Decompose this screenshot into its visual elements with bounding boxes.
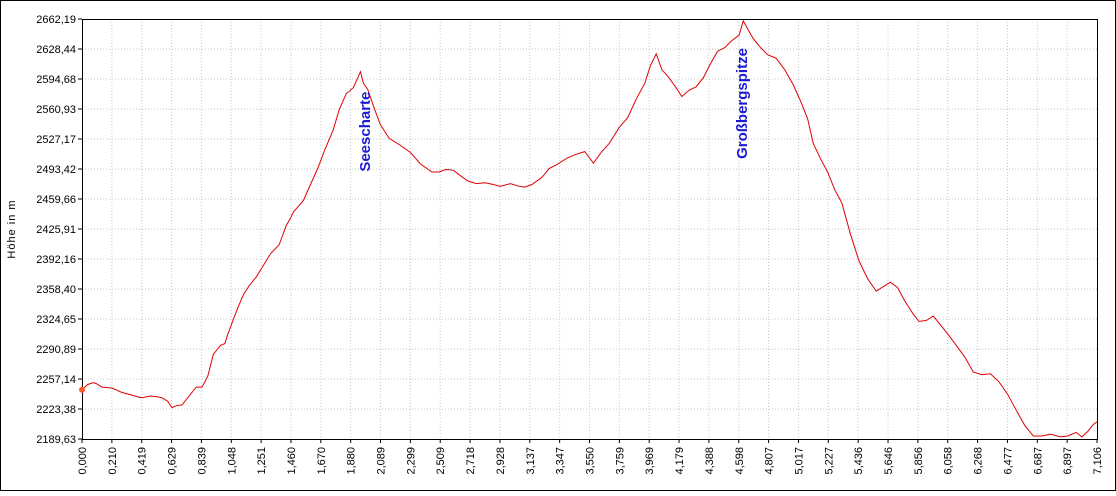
y-tick-label: 2493,42 (36, 164, 76, 176)
y-tick-label: 2628,44 (36, 44, 76, 56)
x-tick-label: 7,106 (1092, 447, 1104, 475)
y-tick-label: 2189,63 (36, 434, 76, 446)
x-tick-label: 0,000 (77, 447, 89, 475)
x-tick-label: 4,807 (764, 447, 776, 475)
x-tick-label: 2,299 (405, 447, 417, 475)
x-tick-label: 2,928 (495, 447, 507, 475)
y-tick-label: 2290,89 (36, 344, 76, 356)
x-tick-label: 4,388 (704, 447, 716, 475)
x-tick-label: 0,629 (167, 447, 179, 475)
y-axis-label: Höhe in m (6, 199, 18, 258)
x-tick-label: 6,058 (943, 447, 955, 475)
x-tick-label: 1,460 (286, 447, 298, 475)
x-tick-label: 0,419 (137, 447, 149, 475)
x-tick-label: 3,137 (525, 447, 537, 475)
y-tick-label: 2594,68 (36, 74, 76, 86)
x-tick-label: 2,089 (376, 447, 388, 475)
annotation-label: Großbergspitze (734, 48, 751, 159)
y-tick-label: 2392,16 (36, 254, 76, 266)
y-tick-label: 2358,40 (36, 284, 76, 296)
x-tick-label: 3,347 (555, 447, 567, 475)
y-tick-label: 2425,91 (36, 224, 76, 236)
y-tick-label: 2223,38 (36, 404, 76, 416)
x-tick-label: 5,856 (913, 447, 925, 475)
x-tick-label: 3,759 (614, 447, 626, 475)
y-tick-label: 2324,65 (36, 314, 76, 326)
x-tick-label: 1,251 (256, 447, 268, 475)
y-tick-label: 2560,93 (36, 104, 76, 116)
annotation-label: Seescharte (357, 92, 374, 172)
y-tick-label: 2662,19 (36, 14, 76, 26)
x-tick-label: 3,550 (585, 447, 597, 475)
x-tick-label: 0,210 (107, 447, 119, 475)
start-marker (79, 386, 85, 393)
x-tick-label: 5,646 (883, 447, 895, 475)
annotations: Seescharte Großbergspitze (357, 48, 751, 172)
x-tick-label: 4,598 (734, 447, 746, 475)
x-tick-label: 6,687 (1032, 447, 1044, 475)
y-tick-label: 2527,17 (36, 134, 76, 146)
x-axis: 0,000 0,210 0,419 0,629 0,839 1,048 1,251 1,460… (77, 439, 1104, 475)
x-tick-label: 4,179 (674, 447, 686, 475)
series-line (81, 19, 1098, 438)
x-tick-label: 6,268 (973, 447, 985, 475)
x-tick-label: 0,839 (196, 447, 208, 475)
x-tick-label: 6,477 (1002, 447, 1014, 475)
x-tick-label: 3,969 (644, 447, 656, 475)
x-tick-label: 6,897 (1062, 447, 1074, 475)
x-tick-label: 2,509 (435, 447, 447, 475)
x-tick-label: 1,670 (316, 447, 328, 475)
x-tick-label: 5,017 (793, 447, 805, 475)
x-tick-label: 1,048 (226, 447, 238, 475)
y-axis: 2189,63 2223,38 2257,14 2290,89 2324,65 2358,… (36, 14, 82, 446)
y-tick-label: 2459,66 (36, 194, 76, 206)
x-tick-label: 5,227 (823, 447, 835, 475)
grid-layer (82, 19, 1097, 439)
y-tick-label: 2257,14 (36, 374, 76, 386)
x-tick-label: 2,718 (465, 447, 477, 475)
x-tick-label: 1,880 (346, 447, 358, 475)
x-tick-label: 5,436 (853, 447, 865, 475)
